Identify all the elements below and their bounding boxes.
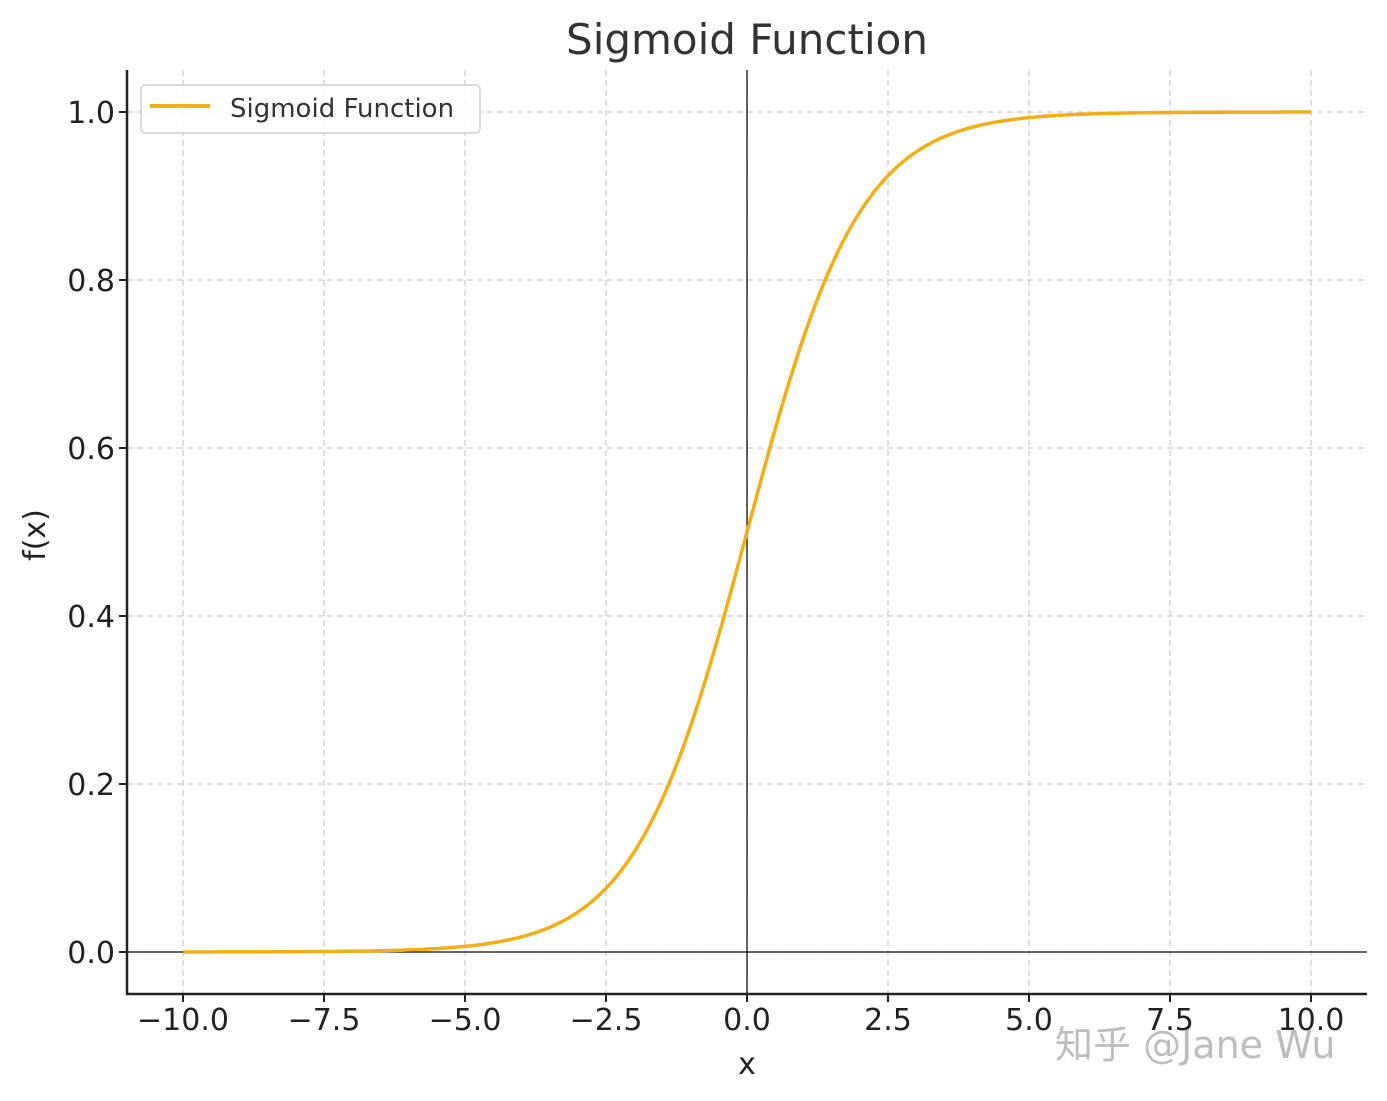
chart-title: Sigmoid Function: [566, 15, 928, 64]
x-tick-label: 0.0: [723, 1003, 771, 1038]
x-tick-label: 10.0: [1278, 1003, 1345, 1038]
legend: Sigmoid Function: [140, 84, 481, 134]
y-tick-label: 0.0: [67, 936, 115, 971]
x-tick-label: −5.0: [429, 1003, 502, 1038]
series-lines: [183, 110, 1311, 954]
y-tick-label: 1.0: [67, 96, 115, 131]
x-axis-ticks: −10.0 −7.5 −5.0 −2.5 0.0 2.5 5.0 7.5 10.0: [137, 994, 1344, 1038]
x-axis-label: x: [738, 1047, 756, 1082]
x-tick-label: 5.0: [1005, 1003, 1053, 1038]
y-tick-label: 0.4: [67, 600, 115, 635]
x-tick-label: −2.5: [570, 1003, 643, 1038]
x-tick-label: 2.5: [864, 1003, 912, 1038]
watermark: 知乎 @Jane Wu: [1055, 1023, 1335, 1067]
y-axis-label: f(x): [18, 509, 53, 561]
y-axis-ticks: 0.0 0.2 0.4 0.6 0.8 1.0: [67, 96, 127, 971]
x-tick-label: 7.5: [1146, 1003, 1194, 1038]
y-tick-label: 0.2: [67, 768, 115, 803]
legend-box: [140, 84, 481, 134]
legend-label: Sigmoid Function: [230, 94, 454, 124]
y-tick-label: 0.6: [67, 432, 115, 467]
sigmoid-line: [183, 110, 1311, 954]
x-tick-label: −7.5: [288, 1003, 361, 1038]
x-tick-label: −10.0: [137, 1003, 229, 1038]
y-tick-label: 0.8: [67, 264, 115, 299]
